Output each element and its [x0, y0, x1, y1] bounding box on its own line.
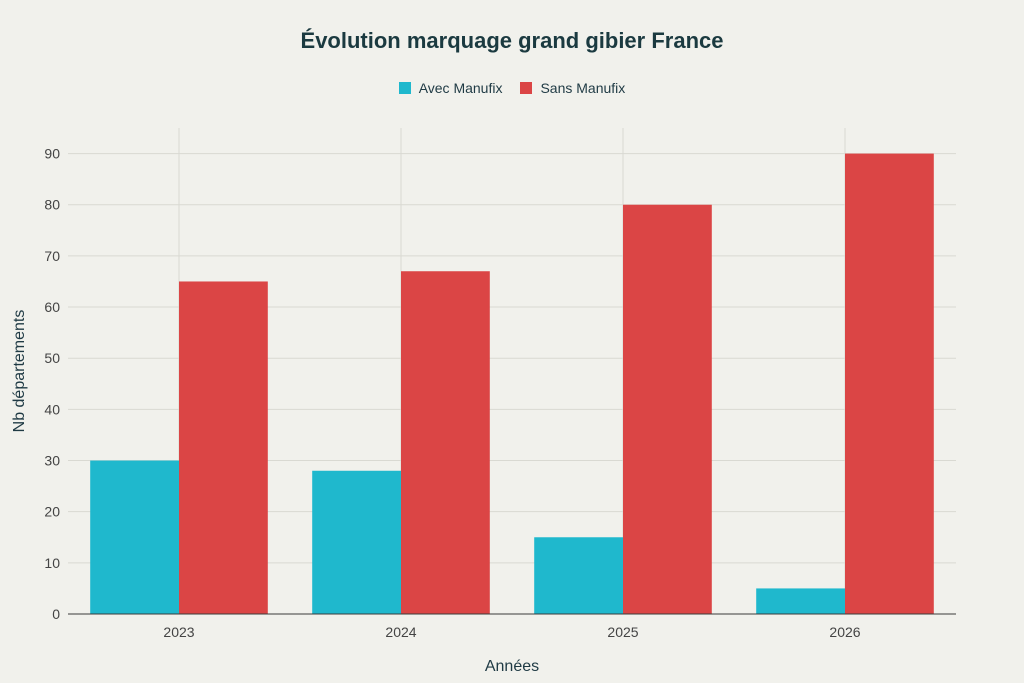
bar-avec-manufix[interactable] — [534, 537, 623, 614]
legend-item-avec-manufix[interactable]: Avec Manufix — [398, 80, 503, 96]
legend-swatch-sans-manufix — [520, 82, 533, 94]
bar-sans-manufix[interactable] — [845, 153, 934, 614]
y-tick-label: 70 — [44, 248, 60, 264]
legend-label-sans-manufix: Sans Manufix — [540, 80, 626, 96]
chart-legend: Avec Manufix Sans Manufix — [0, 80, 1024, 96]
chart-title: Évolution marquage grand gibier France — [300, 28, 724, 53]
axis-layer: 0 10 20 30 40 50 60 70 80 90 2023 2024 2025 2026 — [44, 146, 956, 640]
y-tick-label: 80 — [44, 197, 60, 213]
y-tick-label: 20 — [44, 504, 60, 520]
bar-sans-manufix[interactable] — [623, 204, 712, 614]
bars-layer — [90, 153, 934, 614]
bar-avec-manufix[interactable] — [756, 588, 845, 614]
x-axis-title: Années — [485, 658, 539, 675]
bar-sans-manufix[interactable] — [401, 271, 490, 614]
x-tick-label: 2026 — [829, 624, 860, 640]
bar-avec-manufix[interactable] — [312, 470, 401, 614]
y-tick-label: 60 — [44, 299, 60, 315]
legend-swatch-avec-manufix — [398, 82, 411, 94]
y-tick-label: 40 — [44, 401, 60, 417]
x-tick-label: 2024 — [385, 624, 416, 640]
bar-sans-manufix[interactable] — [179, 281, 268, 614]
y-axis-title: Nb départements — [11, 310, 28, 433]
legend-label-avec-manufix: Avec Manufix — [418, 80, 503, 96]
legend-item-sans-manufix[interactable]: Sans Manufix — [520, 80, 625, 96]
x-tick-label: 2023 — [163, 624, 194, 640]
y-tick-label: 0 — [52, 606, 60, 622]
y-tick-label: 90 — [44, 146, 60, 162]
y-tick-label: 50 — [44, 350, 60, 366]
y-tick-label: 30 — [44, 453, 60, 469]
x-tick-label: 2025 — [607, 624, 638, 640]
y-tick-label: 10 — [44, 555, 60, 571]
bar-avec-manufix[interactable] — [90, 460, 179, 614]
